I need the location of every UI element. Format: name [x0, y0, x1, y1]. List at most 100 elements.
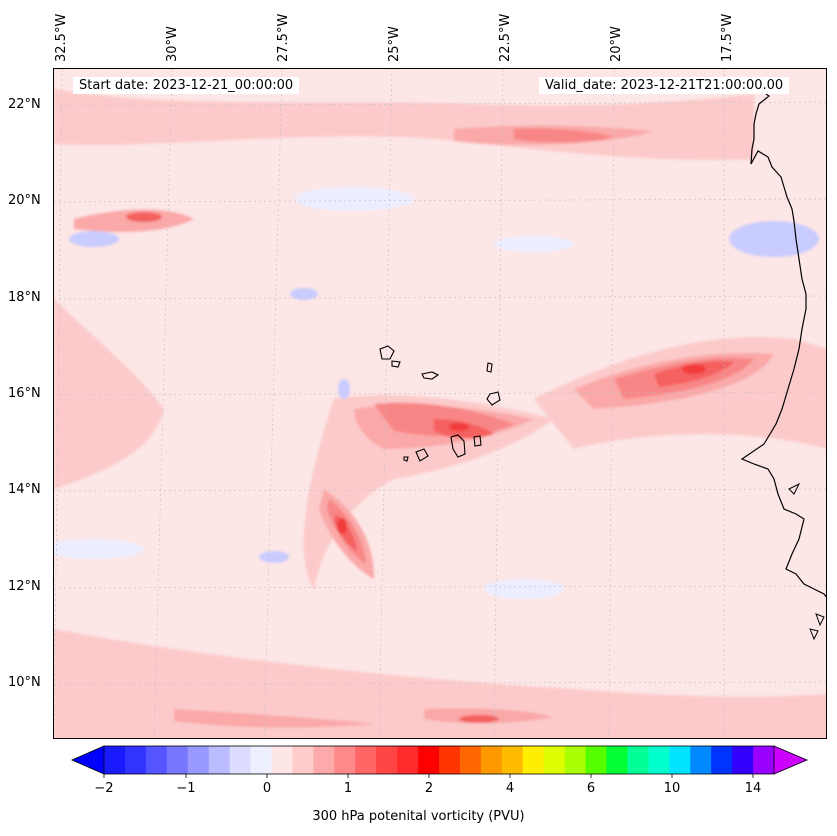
colorbar-tick-label: 1: [343, 781, 353, 796]
colorbar-segment: [145, 746, 168, 774]
colorbar-segment: [459, 746, 482, 774]
pv-band-south: [54, 629, 826, 738]
island-outline: [473, 435, 482, 447]
colorbar-segment: [376, 746, 398, 774]
colorbar-segment: [732, 746, 754, 774]
colorbar-segments: [104, 746, 775, 774]
pv-low-patch: [729, 221, 819, 257]
lat-label-10n: 10°N: [8, 675, 41, 690]
colorbar-segment: [564, 746, 587, 774]
colorbar-segment: [753, 746, 775, 774]
lon-label-25w: 25°W: [387, 26, 402, 62]
colorbar-segment: [334, 746, 356, 774]
pv-contours: [54, 89, 826, 738]
colorbar-segment: [229, 746, 252, 774]
african-coastline: [740, 88, 826, 598]
lat-label-18n: 18°N: [8, 290, 41, 305]
valid-date-label: Valid_date: 2023-12-21T21:00:00.00: [539, 77, 790, 94]
colorbar-segment: [439, 746, 461, 774]
colorbar: [71, 745, 809, 778]
colorbar-segment: [522, 746, 545, 774]
pv-low-patch: [259, 551, 289, 563]
pv-max: [449, 423, 469, 431]
colorbar-segment: [669, 746, 691, 774]
colorbar-tick-label: 4: [505, 781, 515, 796]
pv-mid-band: [174, 709, 374, 728]
lat-label-22n: 22°N: [8, 97, 41, 112]
colorbar-segment: [292, 746, 314, 774]
pv-low-patch: [54, 539, 144, 559]
lat-label-14n: 14°N: [8, 482, 41, 497]
lon-label-17-5w: 17.5°W: [720, 13, 735, 62]
lon-label-20w: 20°W: [609, 26, 624, 62]
colorbar-segment: [711, 746, 733, 774]
colorbar-segment: [271, 746, 293, 774]
colorbar-over-arrow: [774, 746, 807, 774]
pv-max: [682, 364, 706, 374]
graticule: [54, 69, 826, 738]
cape-verde-islands: [379, 345, 501, 462]
pv-low-patch: [338, 379, 350, 399]
colorbar-segment: [166, 746, 189, 774]
colorbar-segment: [104, 746, 126, 774]
pv-field-map: [54, 69, 826, 738]
colorbar-segment: [208, 746, 231, 774]
colorbar-tick-label: −1: [176, 781, 196, 796]
pv-band-west: [54, 299, 164, 489]
pv-max: [337, 518, 347, 534]
colorbar-ticks: [103, 774, 754, 778]
colorbar-arrow-outline: [773, 745, 809, 775]
colorbar-segment: [648, 746, 670, 774]
colorbar-segment: [690, 746, 712, 774]
colorbar-segment: [501, 746, 524, 774]
lon-label-27-5w: 27.5°W: [276, 13, 291, 62]
colorbar-segment: [397, 746, 419, 774]
colorbar-title: 300 hPa potenital vorticity (PVU): [312, 809, 525, 824]
colorbar-segment: [606, 746, 628, 774]
pv-peak: [126, 212, 162, 222]
pv-low-patch: [294, 187, 414, 211]
colorbar-segment: [187, 746, 210, 774]
pv-peak: [654, 361, 734, 387]
island-outline: [486, 391, 501, 406]
island-outline: [486, 362, 493, 373]
pv-low-patch: [290, 288, 318, 300]
colorbar-tick-label: 6: [586, 781, 596, 796]
colorbar-arrow-outline: [71, 745, 105, 775]
colorbar-tick-label: 10: [663, 781, 681, 796]
island-outline: [450, 434, 466, 458]
african-coastline-detail: [788, 482, 825, 641]
colorbar-tick-label: −2: [94, 781, 114, 796]
island-outline: [403, 456, 409, 462]
pv-low-patch: [69, 231, 119, 247]
pv-high-core: [514, 128, 614, 143]
start-date-label: Start date: 2023-12-21_00:00:00: [73, 77, 300, 94]
colorbar-tick-label: 0: [262, 781, 272, 796]
lat-label-12n: 12°N: [8, 579, 41, 594]
island-outline: [379, 345, 395, 360]
island-outline: [421, 371, 440, 380]
lat-label-20n: 20°N: [8, 193, 41, 208]
pv-max: [459, 715, 499, 723]
colorbar-segment: [480, 746, 503, 774]
colorbar-segment: [250, 746, 272, 774]
lon-label-32-5w: 32.5°W: [54, 13, 69, 62]
pv-band-central: [303, 395, 554, 589]
colorbar-segment: [627, 746, 649, 774]
lon-label-30w: 30°W: [165, 26, 180, 62]
colorbar-under-arrow: [72, 746, 104, 774]
island-outline: [391, 360, 401, 368]
colorbar-frame: [103, 745, 775, 775]
colorbar-segment: [418, 746, 440, 774]
colorbar-segment: [355, 746, 377, 774]
colorbar-segment: [313, 746, 335, 774]
colorbar-segment: [124, 746, 147, 774]
colorbar-tick-label: 14: [744, 781, 762, 796]
lat-label-16n: 16°N: [8, 386, 41, 401]
pv-low-patch: [494, 236, 574, 252]
lon-label-22-5w: 22.5°W: [498, 13, 513, 62]
colorbar-segment: [543, 746, 566, 774]
pv-low-patch: [484, 579, 564, 599]
colorbar-segment: [585, 746, 607, 774]
colorbar-tick-label: 2: [424, 781, 434, 796]
